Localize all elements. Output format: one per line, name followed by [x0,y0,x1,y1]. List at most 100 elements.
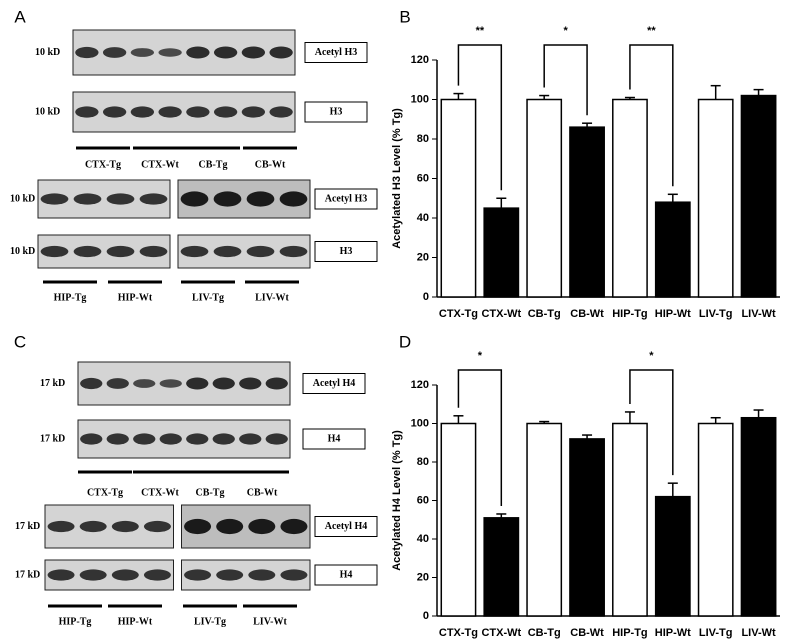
label-box [314,564,378,586]
blot-label: Acetyl H4 [325,521,368,532]
band [213,245,242,258]
lane-label: HIP-Wt [118,292,153,303]
band [80,377,103,390]
band [143,520,171,533]
band [280,518,308,535]
band [248,569,276,581]
band [111,520,139,533]
band [212,377,235,390]
x-tick-label: CB-Wt [570,308,604,320]
band [75,46,99,59]
x-tick-label: HIP-Wt [655,627,691,639]
band [241,46,266,59]
size-marker: 10 kD [35,106,60,117]
x-tick-label: HIP-Tg [612,308,647,320]
bar [440,422,477,617]
bar [483,517,520,617]
bar [440,98,477,298]
band [111,569,139,581]
size-marker: 10 kD [10,246,35,257]
significance-bracket [629,369,674,476]
band [186,377,209,390]
y-tick-label: 40 [417,212,429,224]
significance-bracket [457,44,503,191]
band [106,245,135,258]
x-tick-label: LIV-Wt [741,308,776,320]
band [184,518,212,535]
band [212,433,235,445]
band [73,193,102,205]
lane-label: LIV-Tg [194,616,226,627]
y-tick-label: 60 [417,172,429,184]
y-tick-label: 100 [411,417,429,429]
size-marker: 10 kD [35,47,60,58]
lane-label: HIP-Wt [118,616,153,627]
band [133,379,156,388]
band [80,433,103,445]
size-marker: 17 kD [40,378,65,389]
significance-bracket [543,44,588,116]
blot-label: H4 [328,433,341,444]
band [213,46,238,59]
bar [526,422,563,617]
significance-mark: * [563,25,568,37]
band [158,48,182,57]
lane-label: LIV-Tg [192,292,224,303]
size-marker: 17 kD [15,569,40,580]
x-tick-label: HIP-Tg [612,627,647,639]
lane-label: LIV-Wt [253,616,287,627]
bar [740,94,777,298]
panel-label: D [399,332,411,351]
band [241,106,266,118]
panel-label: C [14,332,26,351]
band [102,47,127,58]
bar [740,416,777,617]
band [79,520,107,533]
band [269,46,293,59]
y-tick-label: 120 [411,379,429,391]
label-box [314,516,378,537]
band [106,378,129,389]
bar [697,98,734,298]
bar [526,98,563,298]
band [216,569,244,581]
panel-label: B [399,7,410,26]
bar [483,207,520,298]
band [279,245,308,258]
band [184,569,212,581]
blot-label: H4 [340,569,353,580]
y-tick-label: 80 [417,133,429,145]
band [180,245,209,258]
label-box [314,241,378,262]
blot-label: Acetyl H3 [325,193,368,204]
x-tick-label: HIP-Wt [655,308,691,320]
lane-label: CB-Wt [255,159,286,170]
band [158,106,182,118]
lane-label: CB-Wt [247,487,278,498]
size-marker: 17 kD [15,521,40,532]
band [213,191,242,207]
bar [654,495,691,617]
band [186,106,210,118]
lane-label: CTX-Tg [85,159,121,170]
band [159,379,182,388]
x-tick-label: CTX-Wt [481,308,521,320]
band [40,245,69,258]
band [143,569,171,581]
band [269,106,293,118]
x-tick-label: CTX-Tg [439,308,478,320]
y-tick-label: 40 [417,533,429,545]
band [180,191,209,207]
significance-bracket [457,369,503,506]
label-box [304,42,368,63]
x-tick-label: CTX-Wt [481,627,521,639]
significance-mark: * [649,350,654,362]
band [40,193,69,205]
bar [612,422,648,617]
band [213,106,238,118]
bar [654,201,691,298]
band [75,106,99,118]
x-tick-label: LIV-Tg [699,308,733,320]
y-axis-label: Acetylated H3 Level (% Tg) [391,108,403,249]
